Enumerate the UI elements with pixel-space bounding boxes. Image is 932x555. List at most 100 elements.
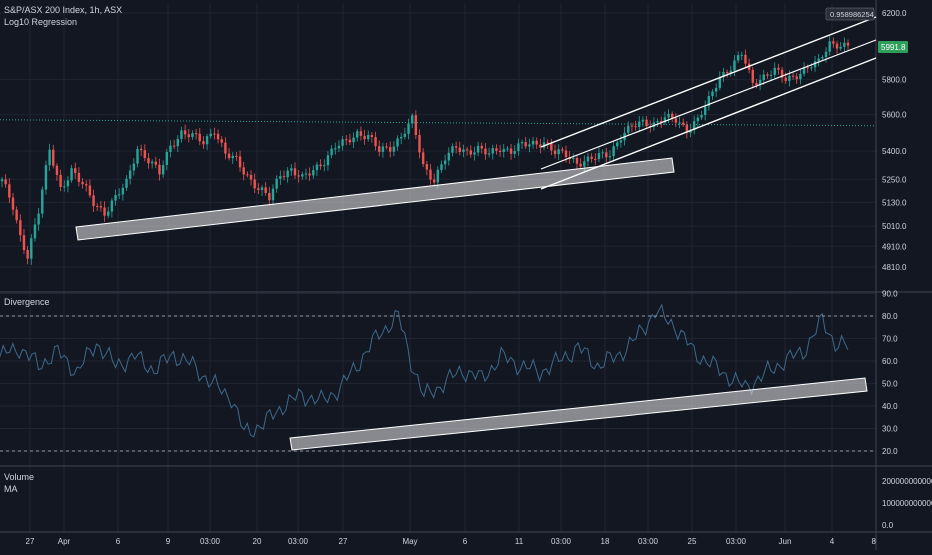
candle-35 <box>128 164 132 185</box>
candle-body-220 <box>806 67 809 69</box>
candle-body-43 <box>158 164 161 175</box>
candle-body-217 <box>795 76 798 80</box>
price-tick-0: 6200.0 <box>882 9 907 18</box>
time-tick-17: 4 <box>830 537 835 546</box>
candle-27 <box>99 201 103 212</box>
candle-body-60 <box>220 139 223 143</box>
candle-14 <box>52 144 55 169</box>
candle-49 <box>180 126 183 143</box>
candle-body-126 <box>462 149 465 153</box>
candle-104 <box>381 142 385 158</box>
candle-body-160 <box>586 156 590 162</box>
candle-126 <box>462 144 465 158</box>
candle-body-226 <box>828 41 831 52</box>
regression-mid-line <box>540 39 877 170</box>
time-tick-10: 11 <box>515 537 524 546</box>
candle-body-119 <box>436 169 440 183</box>
candle-199 <box>729 65 733 77</box>
candle-70 <box>257 183 260 195</box>
price-tick-3: 5400.0 <box>882 147 907 156</box>
candle-body-205 <box>751 69 754 83</box>
candle-203 <box>744 49 747 69</box>
candle-body-128 <box>469 150 472 155</box>
candle-body-14 <box>52 149 55 166</box>
price-tick-2: 5600.0 <box>882 111 907 120</box>
candle-body-28 <box>103 207 106 216</box>
candle-body-191 <box>700 114 703 118</box>
candle-body-2 <box>8 184 11 198</box>
candle-body-1 <box>4 179 7 185</box>
candle-body-185 <box>678 122 681 124</box>
candle-60 <box>220 136 223 148</box>
divergence-tick-1: 80.0 <box>882 312 898 321</box>
candle-body-222 <box>813 61 817 68</box>
candle-186 <box>681 118 685 127</box>
candle-body-51 <box>187 134 190 138</box>
candle-body-17 <box>63 186 66 188</box>
candle-body-6 <box>22 235 26 251</box>
candle-body-45 <box>165 151 169 166</box>
candle-body-194 <box>711 91 714 96</box>
candle-body-213 <box>780 69 784 78</box>
candle-body-169 <box>619 140 623 143</box>
time-tick-9: 6 <box>463 537 468 546</box>
candle-148 <box>542 137 546 150</box>
candle-body-44 <box>161 165 165 175</box>
candle-body-77 <box>282 176 286 178</box>
candle-152 <box>557 144 560 161</box>
candle-88 <box>323 159 326 172</box>
candle-95 <box>348 133 352 145</box>
candle-body-190 <box>696 117 700 122</box>
divergence-tick-5: 40.0 <box>882 402 898 411</box>
candle-55 <box>202 136 205 149</box>
candle-157 <box>575 155 579 170</box>
time-tick-15: 03:00 <box>726 537 747 546</box>
candle-206 <box>755 78 758 89</box>
candle-102 <box>374 131 377 151</box>
candle-84 <box>308 167 311 181</box>
candle-146 <box>535 137 538 149</box>
candle-73 <box>268 186 271 207</box>
candle-15 <box>55 163 59 181</box>
candle-body-12 <box>44 165 48 190</box>
candle-219 <box>802 62 806 77</box>
candle-174 <box>638 116 641 132</box>
candle-body-9 <box>33 224 37 239</box>
candle-body-104 <box>381 146 385 152</box>
candle-body-105 <box>385 146 388 148</box>
candle-26 <box>96 203 99 212</box>
candle-196 <box>718 71 722 91</box>
regression-upper-line <box>540 16 877 148</box>
candle-body-208 <box>762 74 765 81</box>
candle-175 <box>641 116 645 127</box>
candle-body-171 <box>627 125 630 133</box>
candle-body-214 <box>784 77 787 81</box>
candle-187 <box>685 121 689 139</box>
time-tick-2: 6 <box>116 537 121 546</box>
candle-123 <box>451 143 454 157</box>
candle-228 <box>835 40 839 54</box>
candle-208 <box>762 69 765 85</box>
candle-body-106 <box>389 147 392 152</box>
candle-body-210 <box>769 74 773 76</box>
candle-135 <box>495 144 498 155</box>
candle-125 <box>458 141 461 156</box>
candle-body-81 <box>297 175 300 177</box>
candle-body-223 <box>817 58 820 62</box>
candle-body-109 <box>399 136 403 139</box>
candle-30 <box>110 197 114 218</box>
candle-body-27 <box>99 206 103 208</box>
candle-body-211 <box>773 67 776 75</box>
candle-body-121 <box>443 160 447 165</box>
candle-72 <box>264 182 267 196</box>
candle-body-13 <box>48 149 51 166</box>
volume-tick-2: 0.0 <box>882 521 894 530</box>
candle-body-212 <box>777 67 780 70</box>
candle-body-107 <box>392 146 396 152</box>
candle-115 <box>421 148 425 167</box>
candle-132 <box>484 142 487 160</box>
candle-body-86 <box>315 164 319 171</box>
candle-40 <box>147 152 150 169</box>
